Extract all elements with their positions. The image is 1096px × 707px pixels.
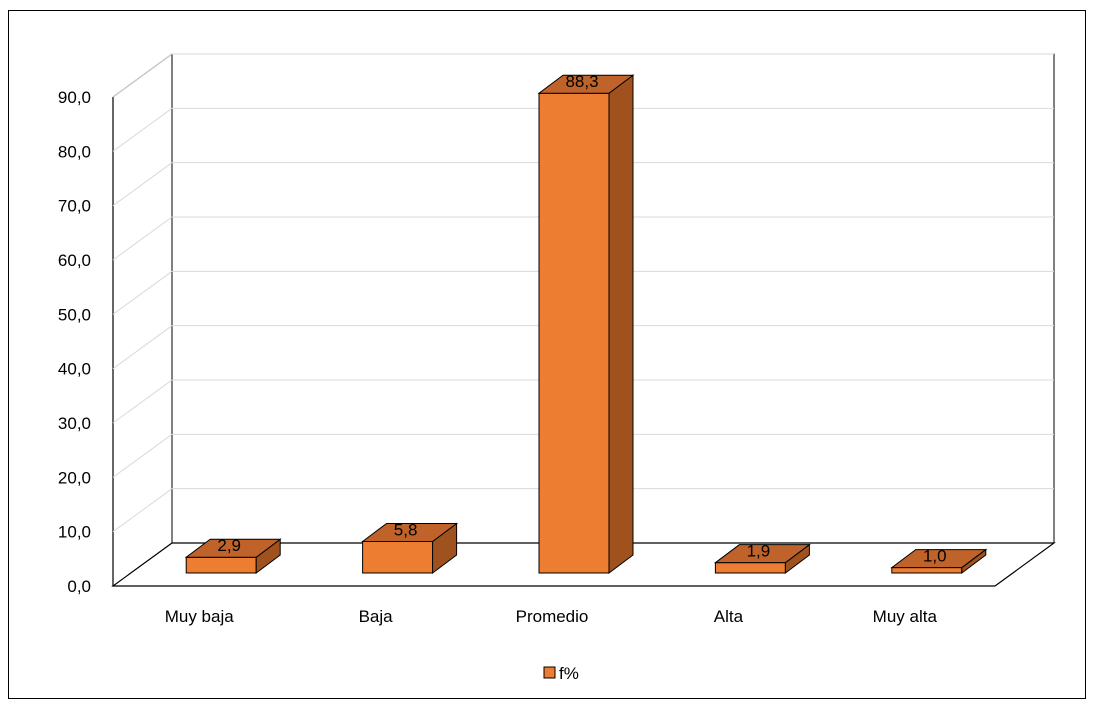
gridline-side — [113, 54, 172, 97]
y-tick-label: 70,0 — [58, 197, 91, 216]
data-label: 2,9 — [217, 536, 241, 555]
gridline-side — [113, 489, 172, 532]
legend: f% — [544, 664, 579, 683]
x-category-label: Alta — [714, 607, 744, 626]
y-axis-ticks: 0,0 10,0 20,0 30,0 40,0 50,0 60,0 70,0 80,0 90,0 — [58, 88, 91, 596]
y-tick-label: 50,0 — [58, 305, 91, 324]
y-tick-label: 10,0 — [58, 523, 91, 542]
gridline-side — [113, 434, 172, 477]
legend-label: f% — [559, 664, 579, 683]
data-label: 1,0 — [923, 547, 947, 566]
gridline-side — [113, 380, 172, 423]
x-category-label: Promedio — [516, 607, 589, 626]
gridline-side — [113, 108, 172, 151]
y-tick-label: 40,0 — [58, 360, 91, 379]
y-tick-label: 30,0 — [58, 414, 91, 433]
y-tick-label: 60,0 — [58, 251, 91, 270]
bar-front — [186, 557, 256, 573]
y-tick-label: 80,0 — [58, 142, 91, 161]
bars — [186, 75, 986, 573]
gridline-side — [113, 326, 172, 369]
data-label: 5,8 — [394, 520, 418, 539]
y-tick-label: 90,0 — [58, 88, 91, 107]
bar-front — [715, 563, 785, 573]
y-tick-label: 0,0 — [67, 577, 91, 596]
bar-front — [892, 568, 962, 573]
legend-swatch — [544, 667, 555, 678]
data-label: 1,9 — [747, 542, 771, 561]
x-category-label: Muy alta — [873, 607, 938, 626]
x-category-label: Baja — [359, 607, 394, 626]
y-tick-label: 20,0 — [58, 468, 91, 487]
bar-side — [609, 75, 633, 573]
gridline-side — [113, 163, 172, 206]
x-category-label: Muy baja — [165, 607, 235, 626]
x-axis-labels: Muy baja Baja Promedio Alta Muy alta — [165, 607, 938, 626]
data-label: 88,3 — [565, 72, 598, 91]
gridline-side — [113, 271, 172, 314]
bar-front — [539, 93, 609, 573]
gridline-side — [113, 217, 172, 260]
bar-front — [363, 541, 433, 573]
